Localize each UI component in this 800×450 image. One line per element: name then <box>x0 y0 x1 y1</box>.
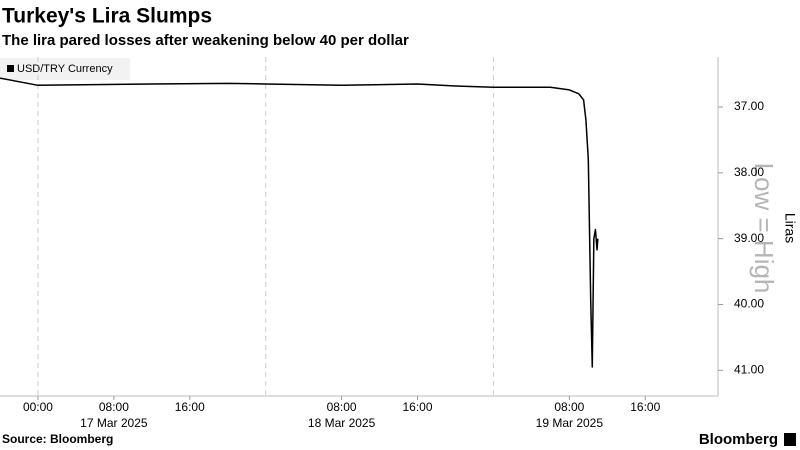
legend-swatch <box>7 65 14 72</box>
x-tick-label: 00:00 <box>23 400 53 414</box>
legend-label: USD/TRY Currency <box>17 63 113 75</box>
series-line <box>0 77 599 368</box>
y-axis-label: Liras <box>782 213 798 243</box>
x-tick-label: 08:00 <box>327 400 357 414</box>
brand: Bloomberg <box>699 431 778 448</box>
x-tick-label: 08:00 <box>99 400 129 414</box>
date-label: 18 Mar 2025 <box>308 416 376 430</box>
y-tick-label: 41.00 <box>734 363 764 377</box>
x-tick-label: 08:00 <box>554 400 584 414</box>
y-tick-label: 40.00 <box>734 297 764 311</box>
legend-box <box>0 58 130 80</box>
chart-title: Turkey's Lira Slumps <box>2 5 212 28</box>
y-tick-label: 37.00 <box>734 99 764 113</box>
x-tick-label: 16:00 <box>630 400 660 414</box>
invert-note: Low = High <box>749 163 779 294</box>
source: Source: Bloomberg <box>2 432 113 446</box>
brand-icon <box>784 433 796 446</box>
x-tick-label: 16:00 <box>175 400 205 414</box>
y-tick-label: 39.00 <box>734 231 764 245</box>
chart-subtitle: The lira pared losses after weakening be… <box>2 32 409 49</box>
date-label: 19 Mar 2025 <box>536 416 604 430</box>
y-tick-label: 38.00 <box>734 165 764 179</box>
x-tick-label: 16:00 <box>402 400 432 414</box>
date-label: 17 Mar 2025 <box>80 416 148 430</box>
